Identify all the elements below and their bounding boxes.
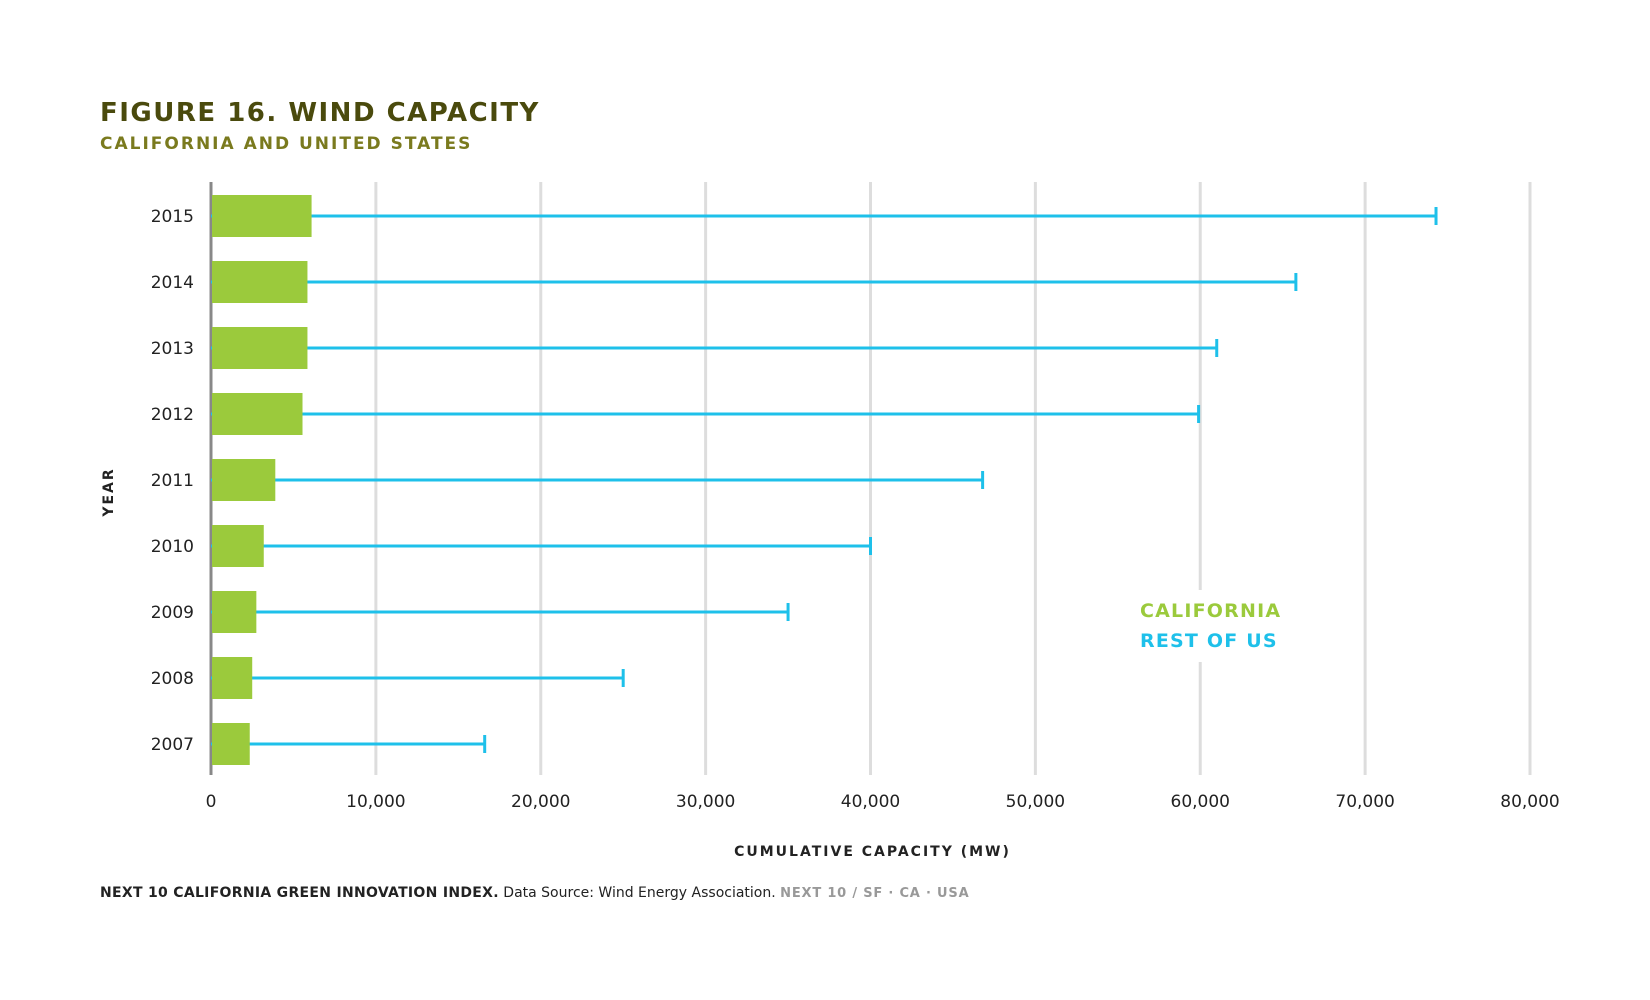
y-tick-label: 2015 xyxy=(151,207,194,227)
legend-rest-of-us: REST OF US xyxy=(1140,630,1278,652)
x-tick-label: 40,000 xyxy=(841,792,900,812)
y-tick-label: 2014 xyxy=(151,273,194,293)
california-bar xyxy=(212,327,308,369)
legend-california: CALIFORNIA xyxy=(1140,600,1281,622)
california-bar xyxy=(212,459,276,501)
california-bar xyxy=(212,195,312,237)
california-bar xyxy=(212,525,264,567)
y-tick-label: 2008 xyxy=(151,669,194,689)
y-tick-label: 2009 xyxy=(151,603,194,623)
y-tick-label: 2013 xyxy=(151,339,194,359)
footer-source-text: Data Source: Wind Energy Association. xyxy=(503,885,776,901)
legend-background xyxy=(1128,590,1278,662)
x-tick-label: 80,000 xyxy=(1500,792,1559,812)
chart-subtitle: CALIFORNIA AND UNITED STATES xyxy=(100,134,473,154)
footer-brand: NEXT 10 / SF · CA · USA xyxy=(780,886,970,901)
california-bar xyxy=(212,591,257,633)
footer-source: NEXT 10 CALIFORNIA GREEN INNOVATION INDE… xyxy=(100,885,969,901)
x-axis-label: CUMULATIVE CAPACITY (MW) xyxy=(734,844,1011,860)
california-bar xyxy=(212,261,308,303)
y-tick-label: 2011 xyxy=(151,471,194,491)
x-tick-label: 30,000 xyxy=(676,792,735,812)
california-bar xyxy=(212,393,303,435)
y-tick-label: 2010 xyxy=(151,537,194,557)
x-tick-label: 50,000 xyxy=(1006,792,1065,812)
y-tick-label: 2007 xyxy=(151,735,194,755)
y-axis-label: YEAR xyxy=(101,467,117,517)
x-tick-label: 70,000 xyxy=(1335,792,1394,812)
x-tick-label: 0 xyxy=(206,792,217,812)
x-tick-label: 10,000 xyxy=(346,792,405,812)
x-tick-label: 20,000 xyxy=(511,792,570,812)
chart-title: FIGURE 16. WIND CAPACITY xyxy=(100,98,540,128)
california-bar xyxy=(212,723,250,765)
california-bar xyxy=(212,657,253,699)
x-tick-label: 60,000 xyxy=(1171,792,1230,812)
footer-source-bold: NEXT 10 CALIFORNIA GREEN INNOVATION INDE… xyxy=(100,885,499,901)
y-tick-label: 2012 xyxy=(151,405,194,425)
